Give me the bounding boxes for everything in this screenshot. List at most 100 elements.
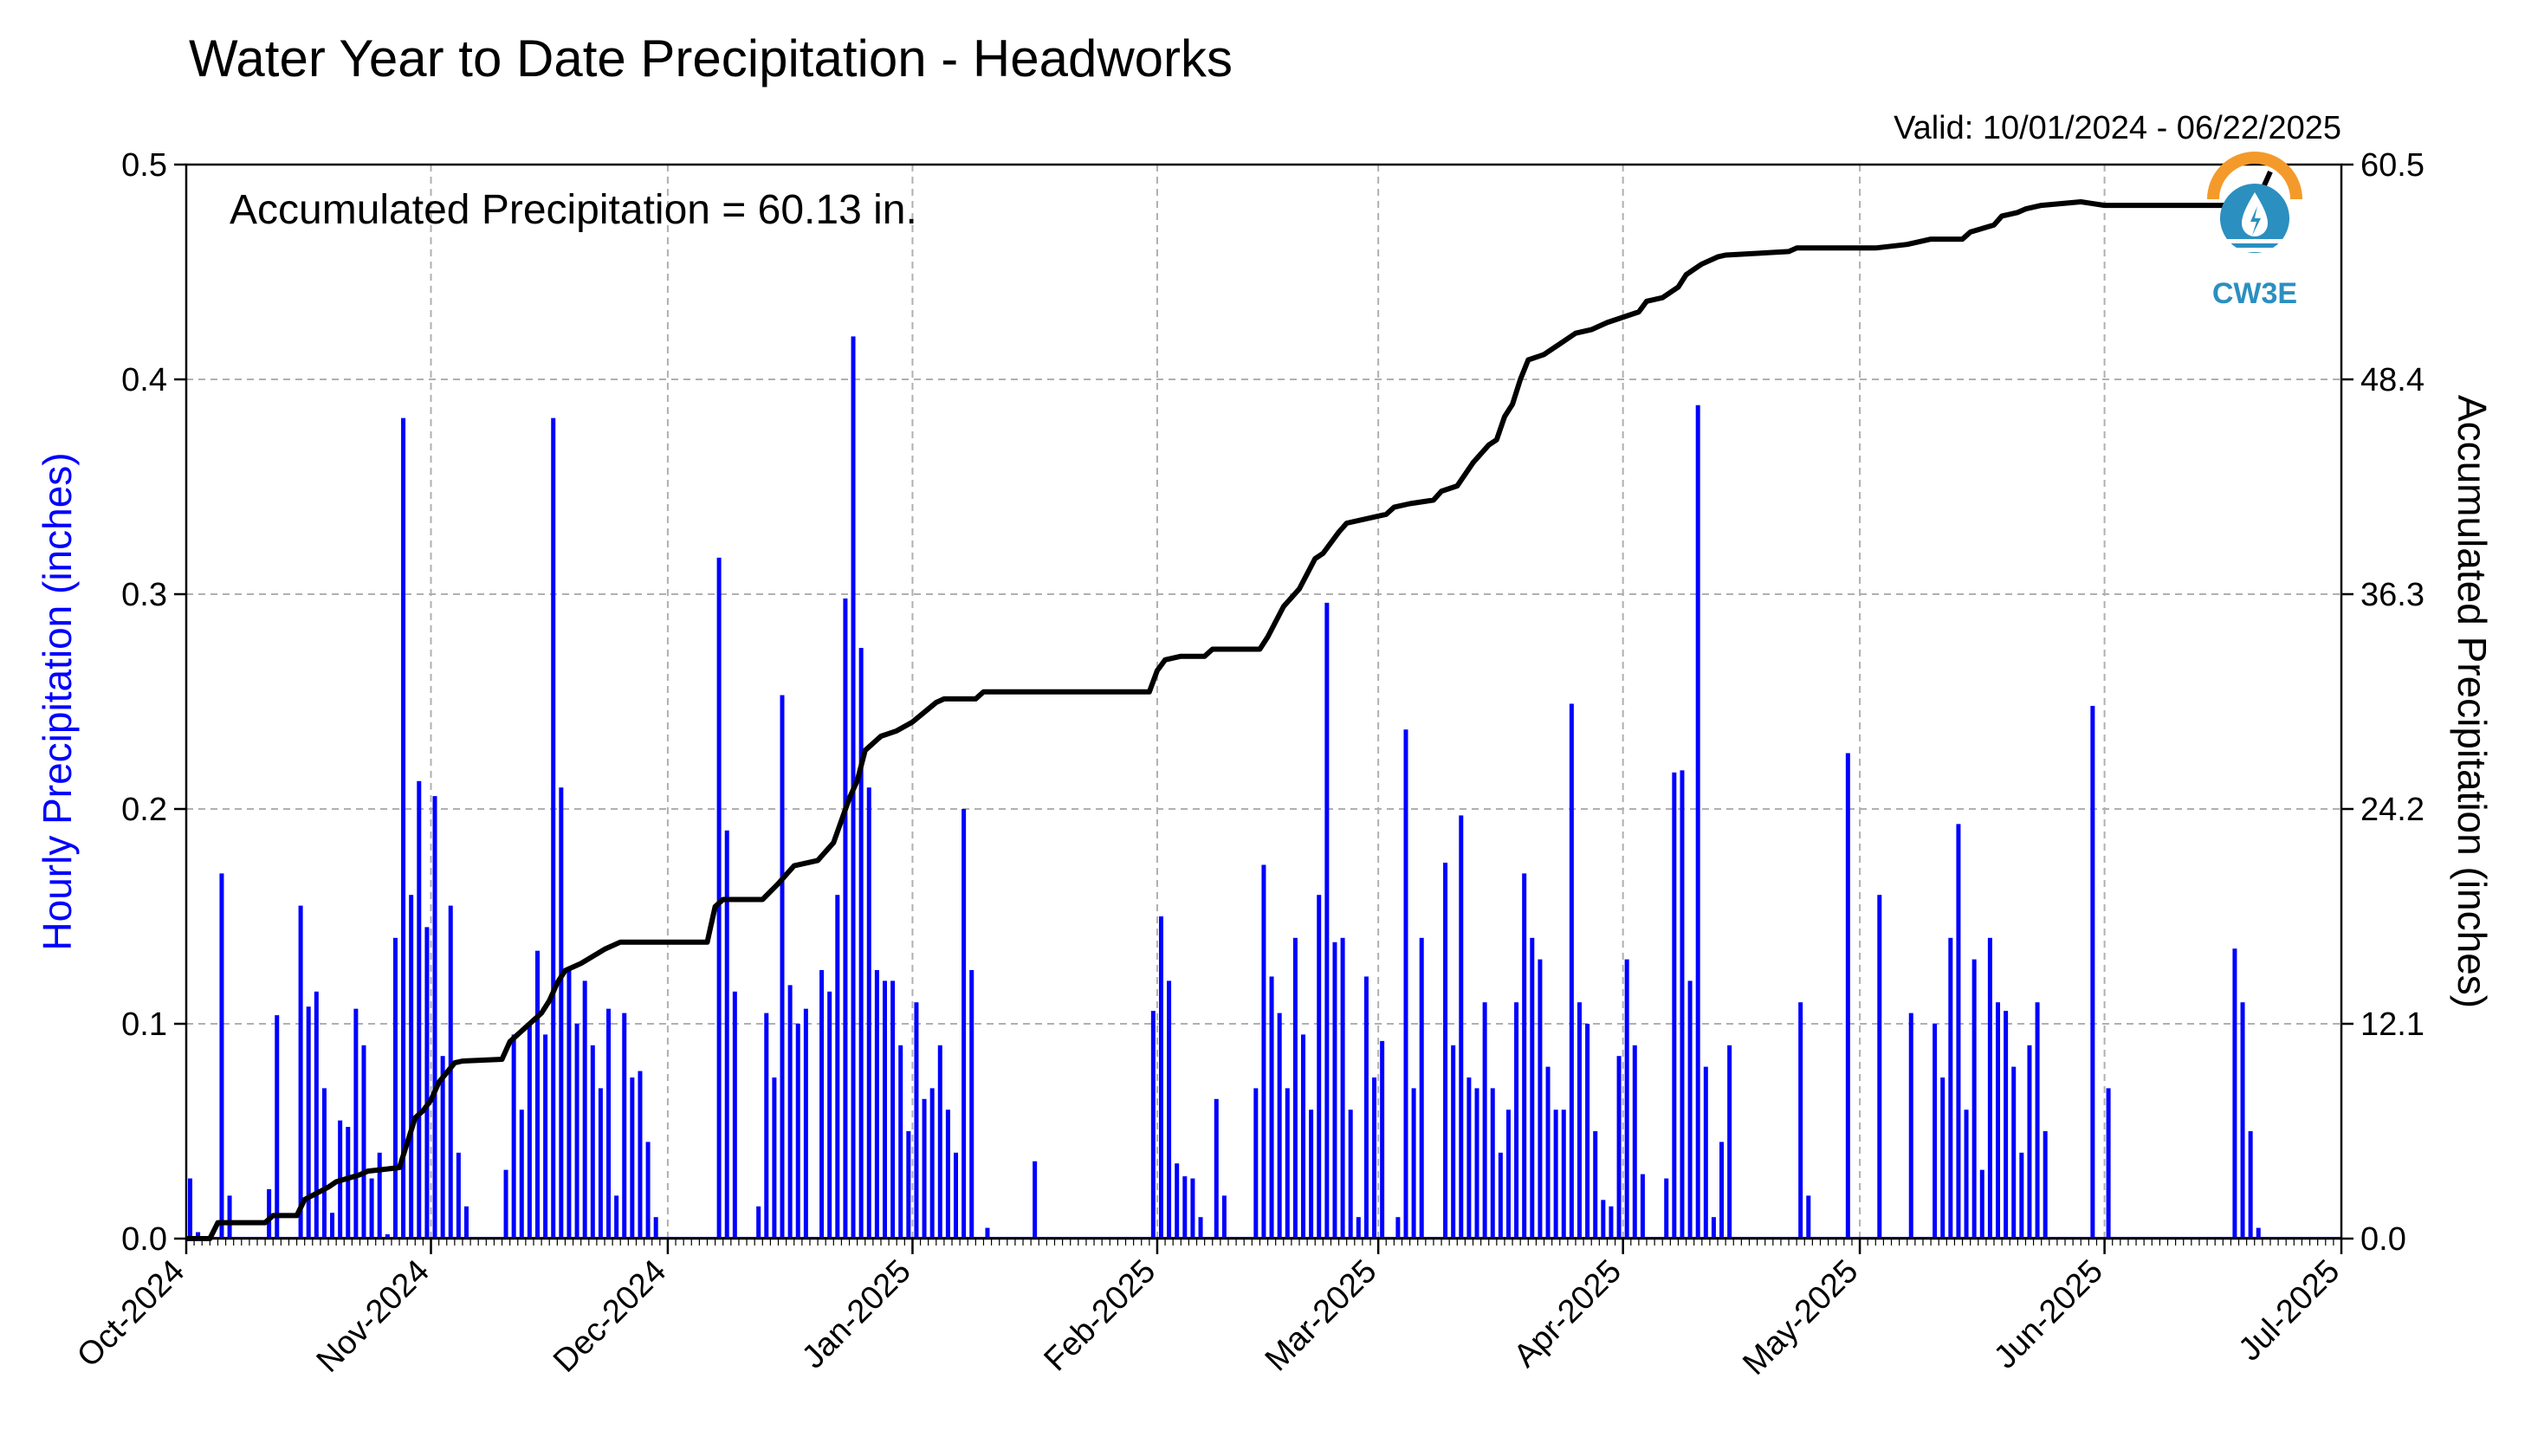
- hourly-bar: [1585, 1024, 1590, 1239]
- hourly-bar: [1214, 1098, 1219, 1239]
- hourly-bar: [1348, 1110, 1353, 1239]
- x-tick-label: Jul-2025: [2232, 1253, 2347, 1369]
- hourly-bar: [543, 1034, 548, 1239]
- hourly-bar: [882, 980, 887, 1239]
- hourly-bar: [1845, 753, 1850, 1239]
- hourly-precipitation-bars: [186, 336, 2341, 1239]
- hourly-bar: [1996, 1002, 2001, 1239]
- left-y-axis: 0.0 0.1 0.2 0.3 0.4 0.5: [121, 147, 186, 1258]
- hourly-bar: [1640, 1174, 1645, 1239]
- hourly-bar: [1964, 1110, 1969, 1239]
- hourly-bar: [1624, 959, 1629, 1239]
- hourly-bar: [1253, 1088, 1259, 1239]
- x-axis: Oct-2024 Nov-2024 Dec-2024 Jan-2025 Feb-2025…: [70, 1239, 2347, 1382]
- hourly-bar: [827, 991, 832, 1239]
- hourly-bar: [724, 830, 729, 1239]
- hourly-bar: [1680, 770, 1685, 1239]
- hourly-bar: [1514, 1002, 1519, 1239]
- hourly-bar: [1530, 937, 1535, 1239]
- hourly-bar: [1561, 1110, 1566, 1239]
- hourly-bar: [1553, 1110, 1558, 1239]
- accumulated-precipitation-line-group: [186, 170, 2273, 1241]
- hourly-bar: [2106, 1088, 2111, 1239]
- hourly-bar: [1411, 1088, 1416, 1239]
- hourly-bar: [1940, 1077, 1946, 1239]
- hourly-bar: [1277, 1013, 1282, 1239]
- right-tick-label: 60.5: [2360, 147, 2425, 184]
- hourly-bar: [1956, 824, 1961, 1239]
- valid-date-range: Valid: 10/01/2024 - 06/22/2025: [1894, 110, 2341, 146]
- right-tick-label: 24.2: [2360, 792, 2425, 828]
- hourly-bar: [2232, 948, 2237, 1239]
- right-tick-label: 48.4: [2360, 362, 2425, 398]
- x-tick-label: May-2025: [1736, 1253, 1865, 1382]
- hourly-bar: [559, 787, 564, 1239]
- hourly-bar: [1933, 1024, 1938, 1239]
- hourly-bar: [2256, 1227, 2261, 1239]
- hourly-bar: [409, 895, 414, 1239]
- hourly-bar: [1719, 1142, 1725, 1239]
- hourly-bar: [1459, 815, 1464, 1239]
- hourly-bar: [1419, 937, 1424, 1239]
- hourly-bar: [1443, 863, 1448, 1239]
- hourly-bar: [772, 1077, 777, 1239]
- hourly-bar: [463, 1206, 469, 1239]
- hourly-bar: [2240, 1002, 2245, 1239]
- hourly-bar: [1363, 976, 1369, 1239]
- hourly-bar: [227, 1195, 232, 1239]
- hourly-bar: [432, 796, 437, 1239]
- hourly-bar: [922, 1098, 927, 1239]
- hourly-bar: [1593, 1131, 1598, 1239]
- hourly-bar: [1474, 1088, 1479, 1239]
- accumulated-annotation: Accumulated Precipitation = 60.13 in.: [230, 187, 917, 233]
- hourly-bar: [2248, 1131, 2253, 1239]
- hourly-bar: [866, 787, 871, 1239]
- hourly-bar: [937, 1045, 942, 1239]
- chart-title: Water Year to Date Precipitation - Headw…: [189, 29, 1233, 87]
- hourly-bar: [1505, 1110, 1511, 1239]
- hourly-bar: [1616, 1056, 1622, 1239]
- hourly-bar: [424, 927, 430, 1239]
- hourly-bar: [582, 980, 587, 1239]
- hourly-bar: [1466, 1077, 1472, 1239]
- hourly-bar: [835, 895, 840, 1239]
- left-tick-label: 0.5: [121, 147, 167, 184]
- logo-bolt-icon: [2250, 206, 2261, 236]
- hourly-bar: [456, 1152, 461, 1239]
- hourly-bar: [906, 1131, 911, 1239]
- hourly-bar: [1324, 602, 1330, 1239]
- hourly-bar: [985, 1227, 990, 1239]
- hourly-bar: [1332, 942, 1337, 1239]
- logo-orange-ring: [2207, 152, 2302, 200]
- hourly-bar: [1395, 1217, 1401, 1239]
- hourly-bar: [1482, 1002, 1487, 1239]
- hourly-bar: [2035, 1002, 2040, 1239]
- cw3e-logo: CW3E: [2207, 152, 2302, 310]
- hourly-bar: [417, 780, 422, 1239]
- hourly-bar: [1948, 937, 1953, 1239]
- x-tick-label: Oct-2024: [70, 1253, 191, 1375]
- hourly-bar: [1261, 864, 1266, 1239]
- hourly-bar: [275, 1015, 280, 1239]
- hourly-bar: [945, 1110, 950, 1239]
- hourly-bar: [219, 873, 224, 1239]
- hourly-bar: [1711, 1217, 1716, 1239]
- hourly-bar: [385, 1234, 390, 1239]
- hourly-bar: [819, 970, 825, 1239]
- plot-frame: [185, 163, 2343, 1240]
- hourly-bar: [1221, 1195, 1227, 1239]
- hourly-bar: [1798, 1002, 1803, 1239]
- x-tick-label: Jan-2025: [795, 1253, 918, 1376]
- hourly-bar: [1317, 895, 1322, 1239]
- hourly-bar: [780, 695, 785, 1239]
- logo-text: CW3E: [2212, 277, 2297, 310]
- hourly-bar: [361, 1045, 366, 1239]
- hourly-bar: [716, 557, 722, 1239]
- hourly-bar: [527, 1024, 532, 1239]
- hourly-bar: [1877, 895, 1882, 1239]
- hourly-bar: [267, 1188, 272, 1239]
- hourly-bar: [1167, 980, 1172, 1239]
- left-tick-label: 0.1: [121, 1006, 167, 1043]
- hourly-bar: [1451, 1045, 1456, 1239]
- right-y-axis: 0.0 12.1 24.2 36.3 48.4 60.5: [2341, 147, 2425, 1258]
